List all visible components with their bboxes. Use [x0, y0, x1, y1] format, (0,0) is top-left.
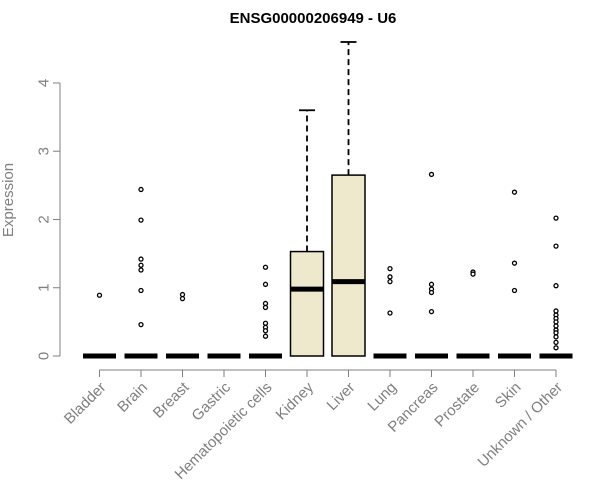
outlier-point — [179, 291, 186, 298]
chart-title: ENSG00000206949 - U6 — [230, 10, 397, 27]
outlier-point — [428, 281, 435, 287]
outlier-point — [138, 217, 144, 223]
outlier-point — [138, 267, 144, 273]
outlier-point — [387, 278, 393, 285]
outlier-point — [262, 264, 269, 270]
outlier-point — [138, 186, 144, 193]
x-tick-label: Breast — [150, 378, 193, 421]
box-group — [373, 265, 407, 359]
x-tick-label: Skin — [492, 379, 525, 412]
x-tick-label: Bladder — [61, 379, 110, 428]
box-group — [456, 269, 490, 359]
outlier-point — [262, 320, 269, 326]
outlier-point — [138, 256, 144, 262]
outlier-point — [387, 274, 393, 280]
y-axis-title: Expression — [0, 163, 17, 237]
outlier-point — [553, 345, 559, 351]
x-tick-label: Brain — [114, 379, 151, 416]
outlier-point — [428, 171, 435, 178]
outlier-point — [553, 319, 559, 325]
y-tick-label: 1 — [36, 284, 53, 292]
outlier-point — [179, 296, 186, 302]
box-group — [289, 109, 325, 357]
y-tick-label: 4 — [36, 79, 53, 87]
box-group — [249, 264, 282, 359]
box-group — [539, 215, 573, 359]
x-tick-label: Lung — [364, 379, 400, 415]
outlier-point — [470, 271, 476, 277]
box-group — [331, 41, 366, 357]
outlier-point — [138, 321, 144, 328]
outlier-point — [262, 300, 269, 307]
outlier-point — [553, 308, 559, 314]
outlier-point — [553, 339, 559, 345]
outlier-point — [511, 260, 518, 266]
outlier-point — [138, 262, 144, 268]
outlier-point — [553, 334, 559, 340]
outlier-point — [262, 281, 269, 287]
outlier-point — [262, 333, 269, 339]
y-tick-label: 0 — [36, 352, 53, 360]
outlier-point — [262, 304, 269, 311]
outlier-point — [553, 330, 559, 336]
box-series — [83, 41, 573, 359]
outlier-point — [387, 310, 393, 316]
outlier-point — [428, 289, 435, 296]
x-tick-label: Liver — [323, 379, 358, 414]
box-group — [498, 189, 531, 359]
outlier-point — [428, 308, 435, 315]
box — [289, 250, 325, 357]
box-group — [83, 292, 116, 359]
box-group — [124, 186, 158, 359]
outlier-point — [553, 243, 559, 249]
x-tick-label: Prostate — [431, 379, 483, 431]
outlier-point — [511, 287, 518, 294]
outlier-point — [262, 328, 269, 334]
outlier-point — [387, 265, 393, 272]
outlier-point — [553, 283, 559, 289]
box-group — [415, 171, 448, 359]
y-tick-label: 2 — [36, 215, 53, 223]
box — [331, 174, 366, 357]
outlier-point — [511, 189, 518, 195]
box-group — [166, 291, 199, 359]
outlier-point — [138, 287, 144, 294]
outlier-point — [553, 323, 559, 329]
y-axis: 0 1 2 3 4 — [36, 79, 61, 360]
outlier-point — [553, 215, 559, 221]
y-tick-label: 3 — [36, 147, 53, 155]
outlier-point — [96, 292, 103, 298]
x-tick-label: Kidney — [273, 379, 318, 424]
